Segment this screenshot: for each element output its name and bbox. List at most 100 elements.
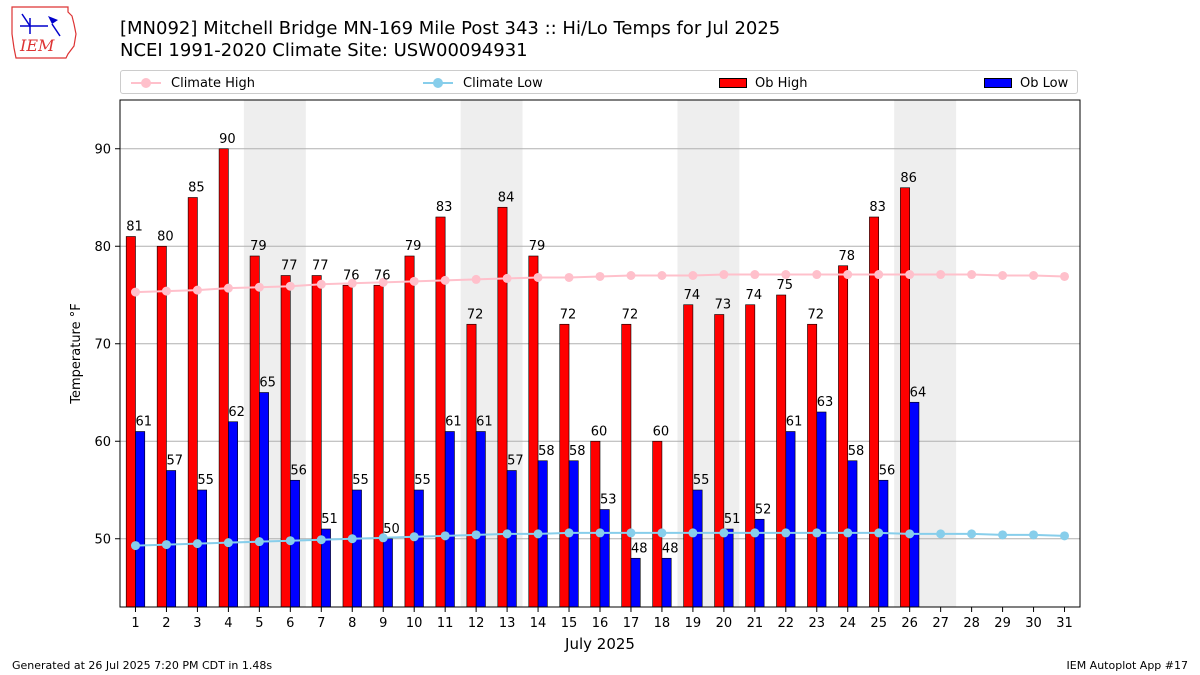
ob-low-value: 48: [631, 541, 648, 556]
ob-low-bar: [506, 470, 517, 608]
climate-low-point: [998, 530, 1008, 540]
ob-high-value: 78: [838, 249, 855, 264]
y-tick-label: 50: [94, 532, 111, 547]
ob-high-bar: [714, 314, 725, 608]
climate-high-point: [626, 271, 636, 280]
ob-low-value: 48: [662, 541, 679, 556]
ob-high-value: 60: [591, 424, 608, 439]
bars: [125, 148, 920, 608]
climate-low-point: [471, 530, 481, 540]
ob-high-value: 84: [498, 190, 515, 205]
climate-low-point: [130, 541, 140, 551]
ob-high-value: 90: [219, 132, 236, 147]
x-tick-label: 13: [499, 616, 516, 631]
ob-high-value: 77: [312, 259, 329, 274]
ob-high-bar: [683, 304, 694, 608]
ob-high-value: 81: [126, 220, 143, 235]
ob-high-value: 86: [900, 171, 917, 186]
climate-low-point: [595, 528, 605, 538]
legend-climate-low: Climate Low: [423, 71, 543, 95]
legend-climate-high: Climate High: [131, 71, 255, 95]
climate-high-point: [347, 278, 357, 288]
ob-low-value: 51: [724, 512, 741, 527]
climate-low-line: [135, 531, 1065, 547]
legend-ob-high-swatch: [719, 78, 747, 88]
ob-high-bar: [807, 323, 818, 608]
climate-high-point: [874, 270, 884, 280]
weekend-band: [243, 100, 306, 607]
climate-high-point: [688, 271, 698, 280]
x-axis-label: July 2025: [564, 635, 635, 653]
ob-low-bar: [785, 431, 796, 608]
climate-high-point: [781, 270, 791, 280]
ob-high-value: 73: [715, 298, 732, 313]
climate-low-point: [812, 528, 822, 538]
ob-high-bar: [311, 275, 322, 608]
climate-low-point: [781, 528, 791, 538]
x-tick-label: 19: [685, 616, 702, 631]
weekend-band: [460, 100, 523, 607]
x-tick-label: 25: [870, 616, 887, 631]
climate-high-point: [254, 282, 264, 292]
ob-high-value: 83: [436, 200, 453, 215]
ob-low-bar: [909, 401, 920, 608]
ob-high-bar: [125, 236, 136, 608]
ob-low-value: 58: [538, 444, 555, 459]
climate-high-point: [1029, 271, 1039, 280]
ob-low-bar: [568, 460, 579, 608]
legend-ob-high: Ob High: [719, 71, 808, 95]
legend-climate-low-label: Climate Low: [463, 75, 543, 91]
climate-high-point: [378, 277, 388, 287]
ob-low-bar: [197, 489, 208, 608]
ob-low-value: 53: [600, 493, 617, 508]
climate-high-point: [409, 276, 419, 286]
climate-high-point: [967, 270, 977, 280]
climate-low-point: [223, 538, 233, 548]
ob-high-value: 74: [684, 288, 701, 303]
climate-high-point: [130, 287, 140, 297]
ob-high-bar: [404, 255, 415, 608]
legend-ob-low: Ob Low: [984, 71, 1068, 95]
chart-legend: Climate High Climate Low Ob High Ob Low: [120, 70, 1078, 94]
ob-high-bar: [776, 294, 787, 608]
climate-high-point: [471, 274, 481, 284]
climate-low-point: [564, 528, 574, 538]
ob-low-value: 55: [352, 473, 369, 488]
climate-high-point: [719, 270, 729, 280]
ob-low-value: 61: [445, 415, 462, 430]
ob-low-bar: [692, 489, 703, 608]
climate-high-point: [502, 273, 512, 283]
ob-high-bar: [466, 323, 477, 608]
ob-high-value: 85: [188, 181, 205, 196]
x-tick-label: 8: [348, 616, 356, 631]
climate-high-point: [285, 281, 295, 291]
ob-low-value: 65: [259, 376, 276, 391]
ob-low-value: 50: [383, 522, 400, 537]
ob-low-value: 55: [414, 473, 431, 488]
climate-high-point: [533, 272, 543, 282]
ob-low-value: 58: [569, 444, 586, 459]
ob-low-bar: [816, 411, 827, 608]
climate-low-point: [285, 536, 295, 546]
legend-ob-low-label: Ob Low: [1020, 75, 1069, 91]
chart-subtitle: NCEI 1991-2020 Climate Site: USW00094931: [120, 40, 528, 61]
ob-low-bar: [290, 479, 300, 608]
y-tick-label: 60: [94, 435, 111, 450]
climate-high-point: [843, 270, 853, 280]
ob-high-bar: [838, 265, 849, 608]
legend-climate-high-label: Climate High: [171, 75, 256, 91]
ob-low-value: 57: [166, 454, 183, 469]
x-tick-label: 30: [1025, 616, 1042, 631]
ob-low-bar: [259, 392, 269, 608]
climate-high-point: [936, 270, 946, 280]
ob-high-value: 79: [529, 239, 546, 254]
x-tick-label: 31: [1056, 616, 1073, 631]
climate-high-point: [657, 271, 667, 280]
x-tick-label: 27: [932, 616, 949, 631]
ob-low-value: 56: [879, 463, 896, 478]
ob-high-bar: [652, 440, 663, 608]
ob-low-value: 63: [817, 395, 834, 410]
ob-high-value: 74: [746, 288, 763, 303]
ob-low-bar: [228, 421, 238, 608]
ob-high-value: 77: [281, 259, 298, 274]
